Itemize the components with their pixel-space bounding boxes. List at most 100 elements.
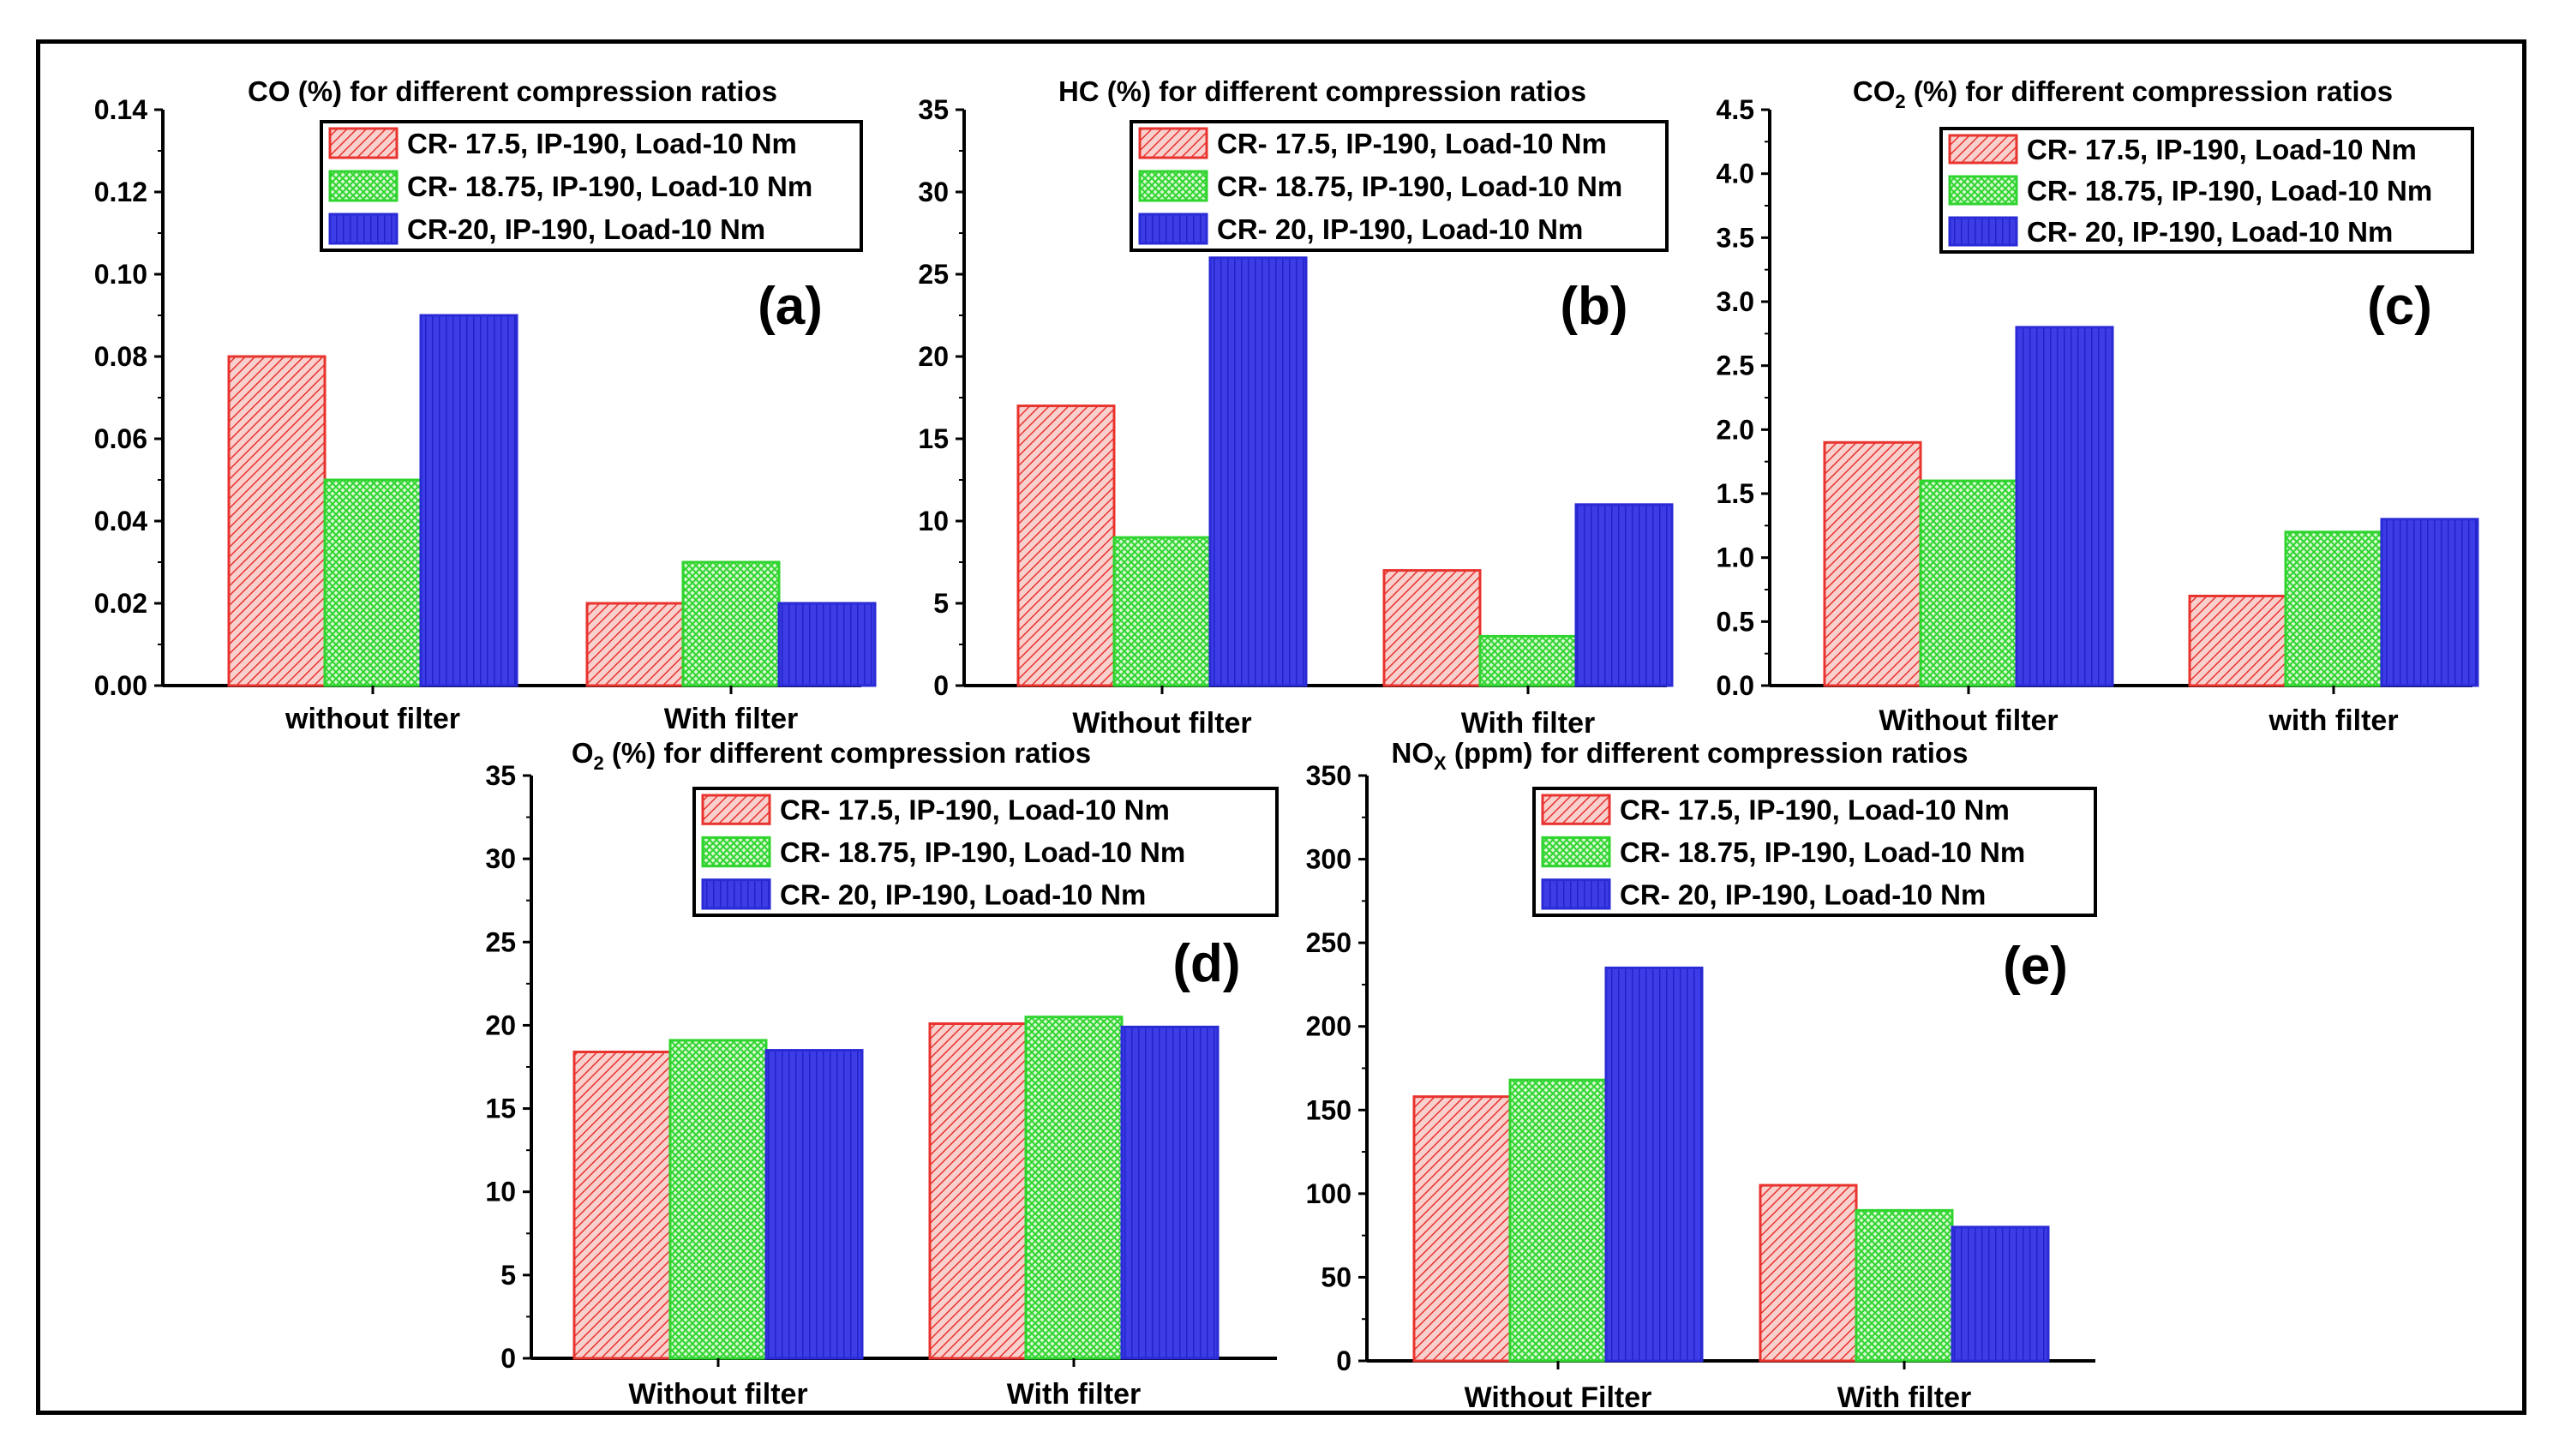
y-tick-label: 5: [933, 588, 949, 619]
x-tick-label: With filter: [664, 703, 798, 735]
chart-title: CO (%) for different compression ratios: [248, 75, 777, 107]
y-tick-label: 0.06: [94, 423, 147, 454]
x-tick-label: with filter: [2268, 704, 2398, 737]
legend-label: CR- 17.5, IP-190, Load-10 Nm: [1217, 128, 1607, 159]
legend-label: CR- 18.75, IP-190, Load-10 Nm: [2027, 175, 2432, 207]
y-tick-label: 20: [485, 1010, 516, 1040]
legend-box: [320, 120, 863, 252]
y-tick-label: 30: [918, 177, 949, 207]
bar-d-0-0: [572, 1051, 672, 1360]
legend-label: CR- 20, IP-190, Load-10 Nm: [1620, 878, 1986, 910]
y-tick-label: 2.5: [1717, 351, 1754, 381]
panel-label: (c): [2367, 277, 2432, 336]
chart-title: NOX (ppm) for different compression rati…: [1392, 737, 1969, 774]
bar-e-1-0: [1759, 1183, 1858, 1363]
bar-a-1-2: [777, 602, 877, 687]
y-tick-label: 3.5: [1717, 222, 1754, 253]
bar-e-1-1: [1855, 1208, 1954, 1363]
y-tick-label: 10: [918, 506, 949, 536]
x-tick-label: Without filter: [628, 1378, 807, 1411]
chart-title: CO2 (%) for different compression ratios: [1853, 75, 2393, 112]
bar-c-1-1: [2284, 530, 2383, 687]
bar-a-0-2: [419, 314, 518, 687]
legend-swatch: [701, 794, 771, 825]
y-tick-label: 35: [918, 94, 949, 125]
y-tick-label: 2.0: [1717, 414, 1754, 445]
bar-b-1-0: [1382, 569, 1482, 687]
y-tick-label: 0.12: [94, 177, 147, 207]
legend-swatch: [328, 213, 399, 245]
y-tick-label: 1.5: [1717, 478, 1754, 509]
y-tick-label: 50: [1321, 1261, 1351, 1292]
y-tick-label: 0: [933, 670, 949, 701]
bar-d-0-1: [668, 1039, 768, 1360]
bar-b-1-2: [1574, 503, 1674, 687]
legend-box: [692, 787, 1279, 917]
bar-d-0-2: [764, 1049, 864, 1360]
legend-label: CR- 18.75, IP-190, Load-10 Nm: [780, 836, 1185, 868]
bar-e-1-2: [1951, 1225, 2050, 1363]
bar-a-1-0: [585, 602, 685, 687]
legend-label: CR- 17.5, IP-190, Load-10 Nm: [1620, 794, 2010, 826]
y-tick-label: 0.0: [1717, 670, 1754, 701]
bar-e-0-2: [1604, 966, 1704, 1363]
y-tick-label: 0.10: [94, 259, 147, 290]
x-tick-label: Without filter: [1879, 704, 2058, 737]
legend-swatch: [701, 836, 771, 868]
legend-label: CR- 18.75, IP-190, Load-10 Nm: [1217, 171, 1622, 202]
x-tick-label: With filter: [1837, 1381, 1971, 1414]
chart-panel-d: O2 (%) for different compression ratios 0…: [485, 737, 1279, 1411]
bar-b-1-1: [1478, 634, 1578, 687]
y-tick-label: 0.00: [94, 670, 147, 701]
legend-swatch: [1138, 170, 1208, 202]
x-tick-label: With filter: [1461, 707, 1595, 740]
y-tick-label: 15: [485, 1093, 516, 1124]
legend-swatch: [1948, 175, 2018, 206]
y-tick-label: 0.5: [1717, 606, 1754, 637]
y-tick-label: 4.5: [1717, 94, 1754, 125]
chart-panel-a: CO (%) for different compression ratios 0…: [94, 75, 877, 735]
y-tick-label: 15: [918, 423, 949, 454]
panel-label: (d): [1172, 934, 1240, 993]
chart-panel-e: NOX (ppm) for different compression rati…: [1306, 737, 2097, 1414]
y-tick-label: 350: [1306, 760, 1351, 791]
y-tick-label: 30: [485, 843, 516, 874]
bar-d-1-1: [1024, 1016, 1124, 1360]
legend-swatch: [1541, 878, 1611, 910]
bar-c-0-0: [1823, 440, 1922, 687]
x-tick-label: Without filter: [1072, 707, 1251, 740]
panel-label: (e): [2003, 937, 2068, 996]
legend-swatch: [1541, 836, 1611, 868]
bar-c-1-2: [2380, 518, 2479, 687]
bar-c-0-2: [2015, 326, 2114, 687]
x-tick-label: With filter: [1007, 1378, 1141, 1411]
y-tick-label: 25: [485, 926, 516, 957]
legend-label: CR- 18.75, IP-190, Load-10 Nm: [407, 171, 812, 202]
y-tick-label: 0.02: [94, 588, 147, 619]
y-tick-label: 200: [1306, 1011, 1351, 1042]
y-tick-label: 25: [918, 259, 949, 290]
y-tick-label: 20: [918, 341, 949, 372]
panel-label: (b): [1560, 277, 1627, 336]
legend-label: CR- 18.75, IP-190, Load-10 Nm: [1620, 836, 2025, 868]
legend-swatch: [1541, 794, 1611, 825]
y-tick-label: 150: [1306, 1094, 1351, 1125]
bar-a-0-1: [323, 478, 423, 687]
legend-swatch: [328, 127, 399, 159]
y-tick-label: 250: [1306, 927, 1351, 958]
bar-a-1-1: [681, 560, 781, 687]
y-tick-label: 3.0: [1717, 286, 1754, 317]
legend-label: CR-20, IP-190, Load-10 Nm: [407, 213, 765, 245]
legend-swatch: [1948, 134, 2018, 165]
legend-box: [1130, 120, 1669, 252]
y-tick-label: 1.0: [1717, 542, 1754, 573]
legend-label: CR- 20, IP-190, Load-10 Nm: [780, 878, 1146, 910]
legend-box: [1532, 787, 2097, 917]
legend-label: CR- 17.5, IP-190, Load-10 Nm: [780, 794, 1170, 826]
bar-a-0-0: [227, 355, 327, 687]
bar-b-0-0: [1016, 404, 1116, 687]
legend-swatch: [328, 170, 399, 202]
y-tick-label: 100: [1306, 1178, 1351, 1209]
panel-label: (a): [758, 277, 823, 336]
legend-swatch: [701, 878, 771, 910]
